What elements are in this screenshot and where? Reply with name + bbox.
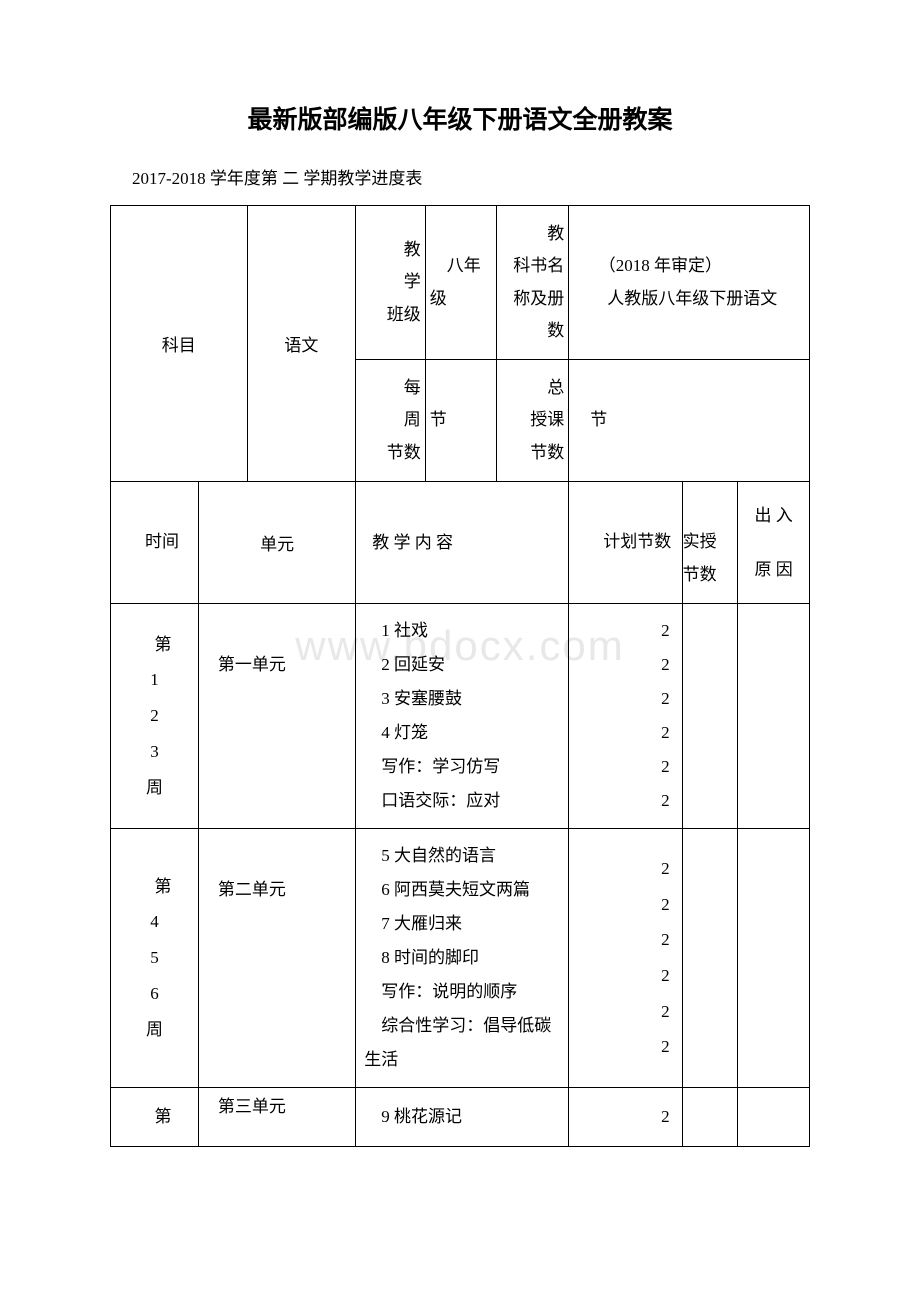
col-reason: 出 入 原 因 (738, 482, 810, 604)
subject-value: 语文 (247, 206, 356, 482)
plan-cell: 2 (569, 1087, 682, 1146)
class-label: 教学 班级 (356, 206, 425, 360)
table-row: 时间 单元 教 学 内 容 计划节数 实授节数 出 入 原 因 (111, 482, 810, 604)
book-label: 教科书名称及册数 (497, 206, 569, 360)
col-plan: 计划节数 (569, 482, 682, 604)
plan-cell: 222222 (569, 603, 682, 828)
plan-cell: 222222 (569, 828, 682, 1087)
content-cell: 9 桃花源记 (356, 1087, 569, 1146)
book-value: （2018 年审定） 人教版八年级下册语文 (569, 206, 810, 360)
actual-cell (682, 1087, 738, 1146)
page-title: 最新版部编版八年级下册语文全册教案 (110, 100, 810, 136)
weekly-value: 节 (425, 360, 497, 482)
reason-cell (738, 603, 810, 828)
unit-label: 第二单元 (201, 880, 286, 899)
weekly-label: 每周 节数 (356, 360, 425, 482)
table-row: 第123周 第一单元 1 社戏 2 回延安 3 安塞腰鼓 4 灯笼 写作：学习仿… (111, 603, 810, 828)
table-row: 第456周 第二单元 5 大自然的语言 6 阿西莫夫短文两篇 7 大雁归来 8 … (111, 828, 810, 1087)
unit-cell: 第二单元 (198, 828, 355, 1087)
col-unit: 单元 (198, 482, 355, 604)
subtitle: 2017-2018 学年度第 二 学期教学进度表 (110, 164, 810, 189)
col-actual: 实授节数 (682, 482, 738, 604)
schedule-table: 科目 语文 教学 班级 八年级 教科书名称及册数 （2018 年审定） 人教版八… (110, 205, 810, 1147)
unit-cell: 第三单元 (198, 1087, 355, 1146)
content-cell: 1 社戏 2 回延安 3 安塞腰鼓 4 灯笼 写作：学习仿写 口语交际：应对 (356, 603, 569, 828)
actual-cell (682, 828, 738, 1087)
unit-label: 第一单元 (201, 655, 286, 674)
reason-cell (738, 1087, 810, 1146)
actual-cell (682, 603, 738, 828)
subject-label: 科目 (111, 206, 248, 482)
time-cell: 第 (111, 1087, 199, 1146)
unit-cell: 第一单元 (198, 603, 355, 828)
total-label: 总授课 节数 (497, 360, 569, 482)
total-value: 节 (569, 360, 810, 482)
time-cell: 第123周 (111, 603, 199, 828)
content-cell: 5 大自然的语言 6 阿西莫夫短文两篇 7 大雁归来 8 时间的脚印 写作：说明… (356, 828, 569, 1087)
time-cell: 第456周 (111, 828, 199, 1087)
table-row: 科目 语文 教学 班级 八年级 教科书名称及册数 （2018 年审定） 人教版八… (111, 206, 810, 360)
col-time: 时间 (111, 482, 199, 604)
table-row: 第 第三单元 9 桃花源记 2 (111, 1087, 810, 1146)
col-content: 教 学 内 容 (356, 482, 569, 604)
reason-cell (738, 828, 810, 1087)
class-value: 八年级 (425, 206, 497, 360)
